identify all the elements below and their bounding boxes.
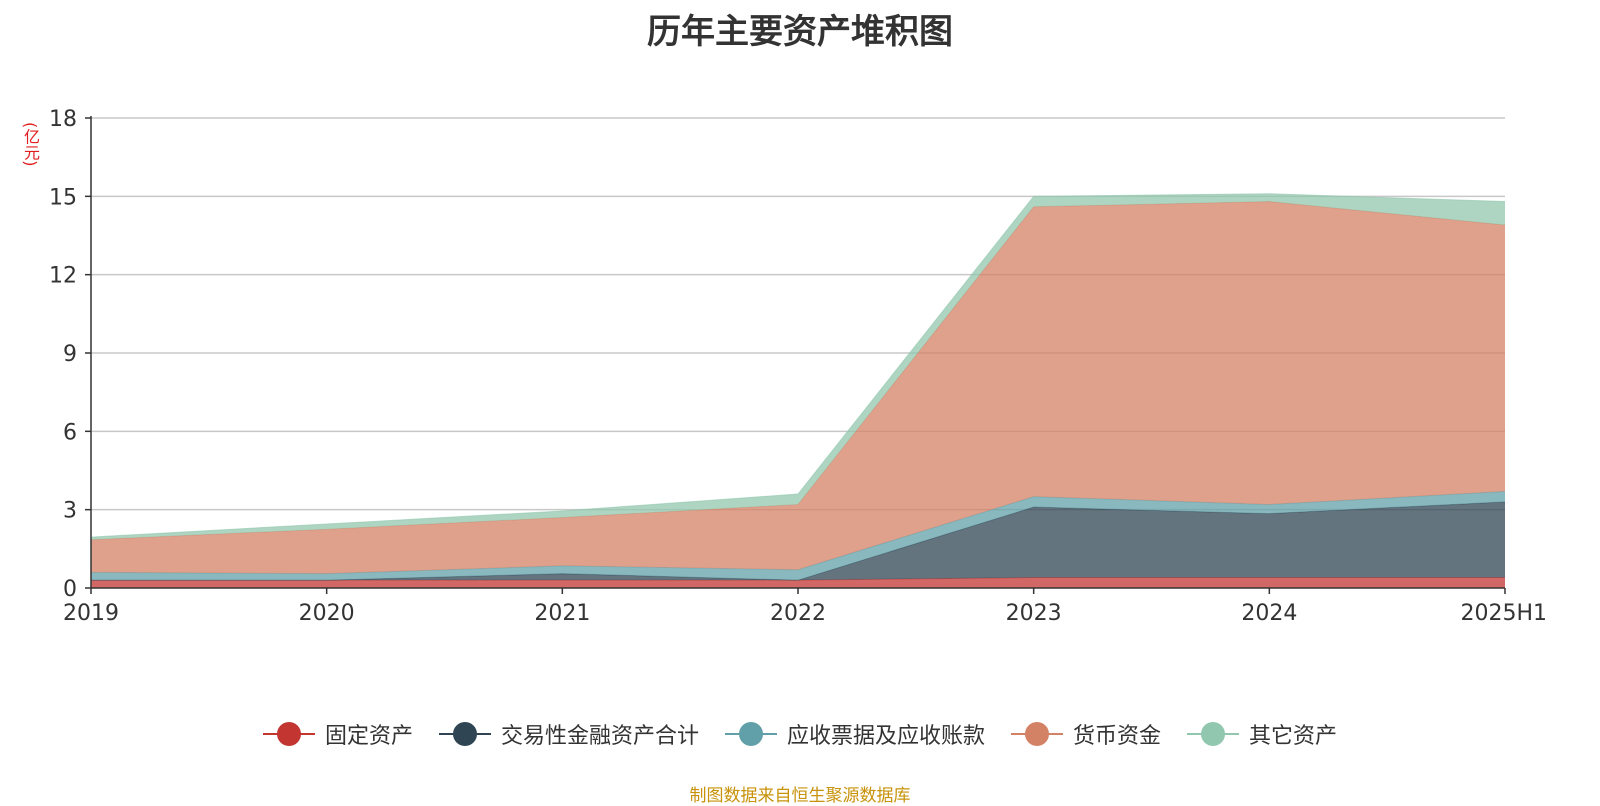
y-axis-unit-label: (亿元) xyxy=(21,122,40,167)
y-tick-label: 6 xyxy=(63,420,77,445)
legend-marker-icon xyxy=(1187,721,1240,747)
x-tick-label: 2019 xyxy=(63,601,119,626)
chart-title: 历年主要资产堆积图 xyxy=(647,12,953,52)
y-tick-label: 12 xyxy=(49,264,77,289)
x-tick-label: 2020 xyxy=(299,601,355,626)
x-tick-label: 2025H1 xyxy=(1460,601,1547,626)
y-tick-label: 0 xyxy=(63,577,77,602)
legend-label: 固定资产 xyxy=(324,724,413,749)
legend-item-3[interactable]: 货币资金 xyxy=(1011,718,1161,750)
legend-marker-icon xyxy=(724,721,777,747)
series-area-2 xyxy=(91,491,1505,581)
legend-item-2[interactable]: 应收票据及应收账款 xyxy=(724,718,985,750)
x-tick-label: 2023 xyxy=(1006,601,1062,626)
legend-item-0[interactable]: 固定资产 xyxy=(262,718,413,750)
data-source-note: 制图数据来自恒生聚源数据库 xyxy=(689,786,911,806)
x-tick-label: 2024 xyxy=(1241,601,1297,626)
chart-legend: 固定资产 交易性金融资产合计 应收票据及应收账款 货币资金 其它资产 xyxy=(0,718,1600,750)
x-tick-label: 2021 xyxy=(534,601,590,626)
y-tick-label: 15 xyxy=(49,185,77,210)
y-tick-label: 3 xyxy=(63,499,77,524)
legend-label: 其它资产 xyxy=(1249,724,1338,749)
series-area-3 xyxy=(91,201,1505,574)
series-line-4 xyxy=(90,193,1506,538)
y-tick-label: 18 xyxy=(49,107,77,132)
legend-label: 应收票据及应收账款 xyxy=(786,724,985,749)
legend-item-4[interactable]: 其它资产 xyxy=(1187,718,1337,750)
legend-label: 交易性金融资产合计 xyxy=(500,724,699,749)
series-area-1 xyxy=(91,501,1505,581)
series-area-0 xyxy=(91,577,1505,588)
legend-marker-icon xyxy=(438,721,491,747)
legend-marker-icon xyxy=(262,721,315,747)
legend-item-1[interactable]: 交易性金融资产合计 xyxy=(438,718,699,750)
legend-marker-icon xyxy=(1011,721,1063,747)
x-tick-label: 2022 xyxy=(770,601,826,626)
legend-label: 货币资金 xyxy=(1073,724,1162,749)
y-tick-label: 9 xyxy=(63,342,77,367)
